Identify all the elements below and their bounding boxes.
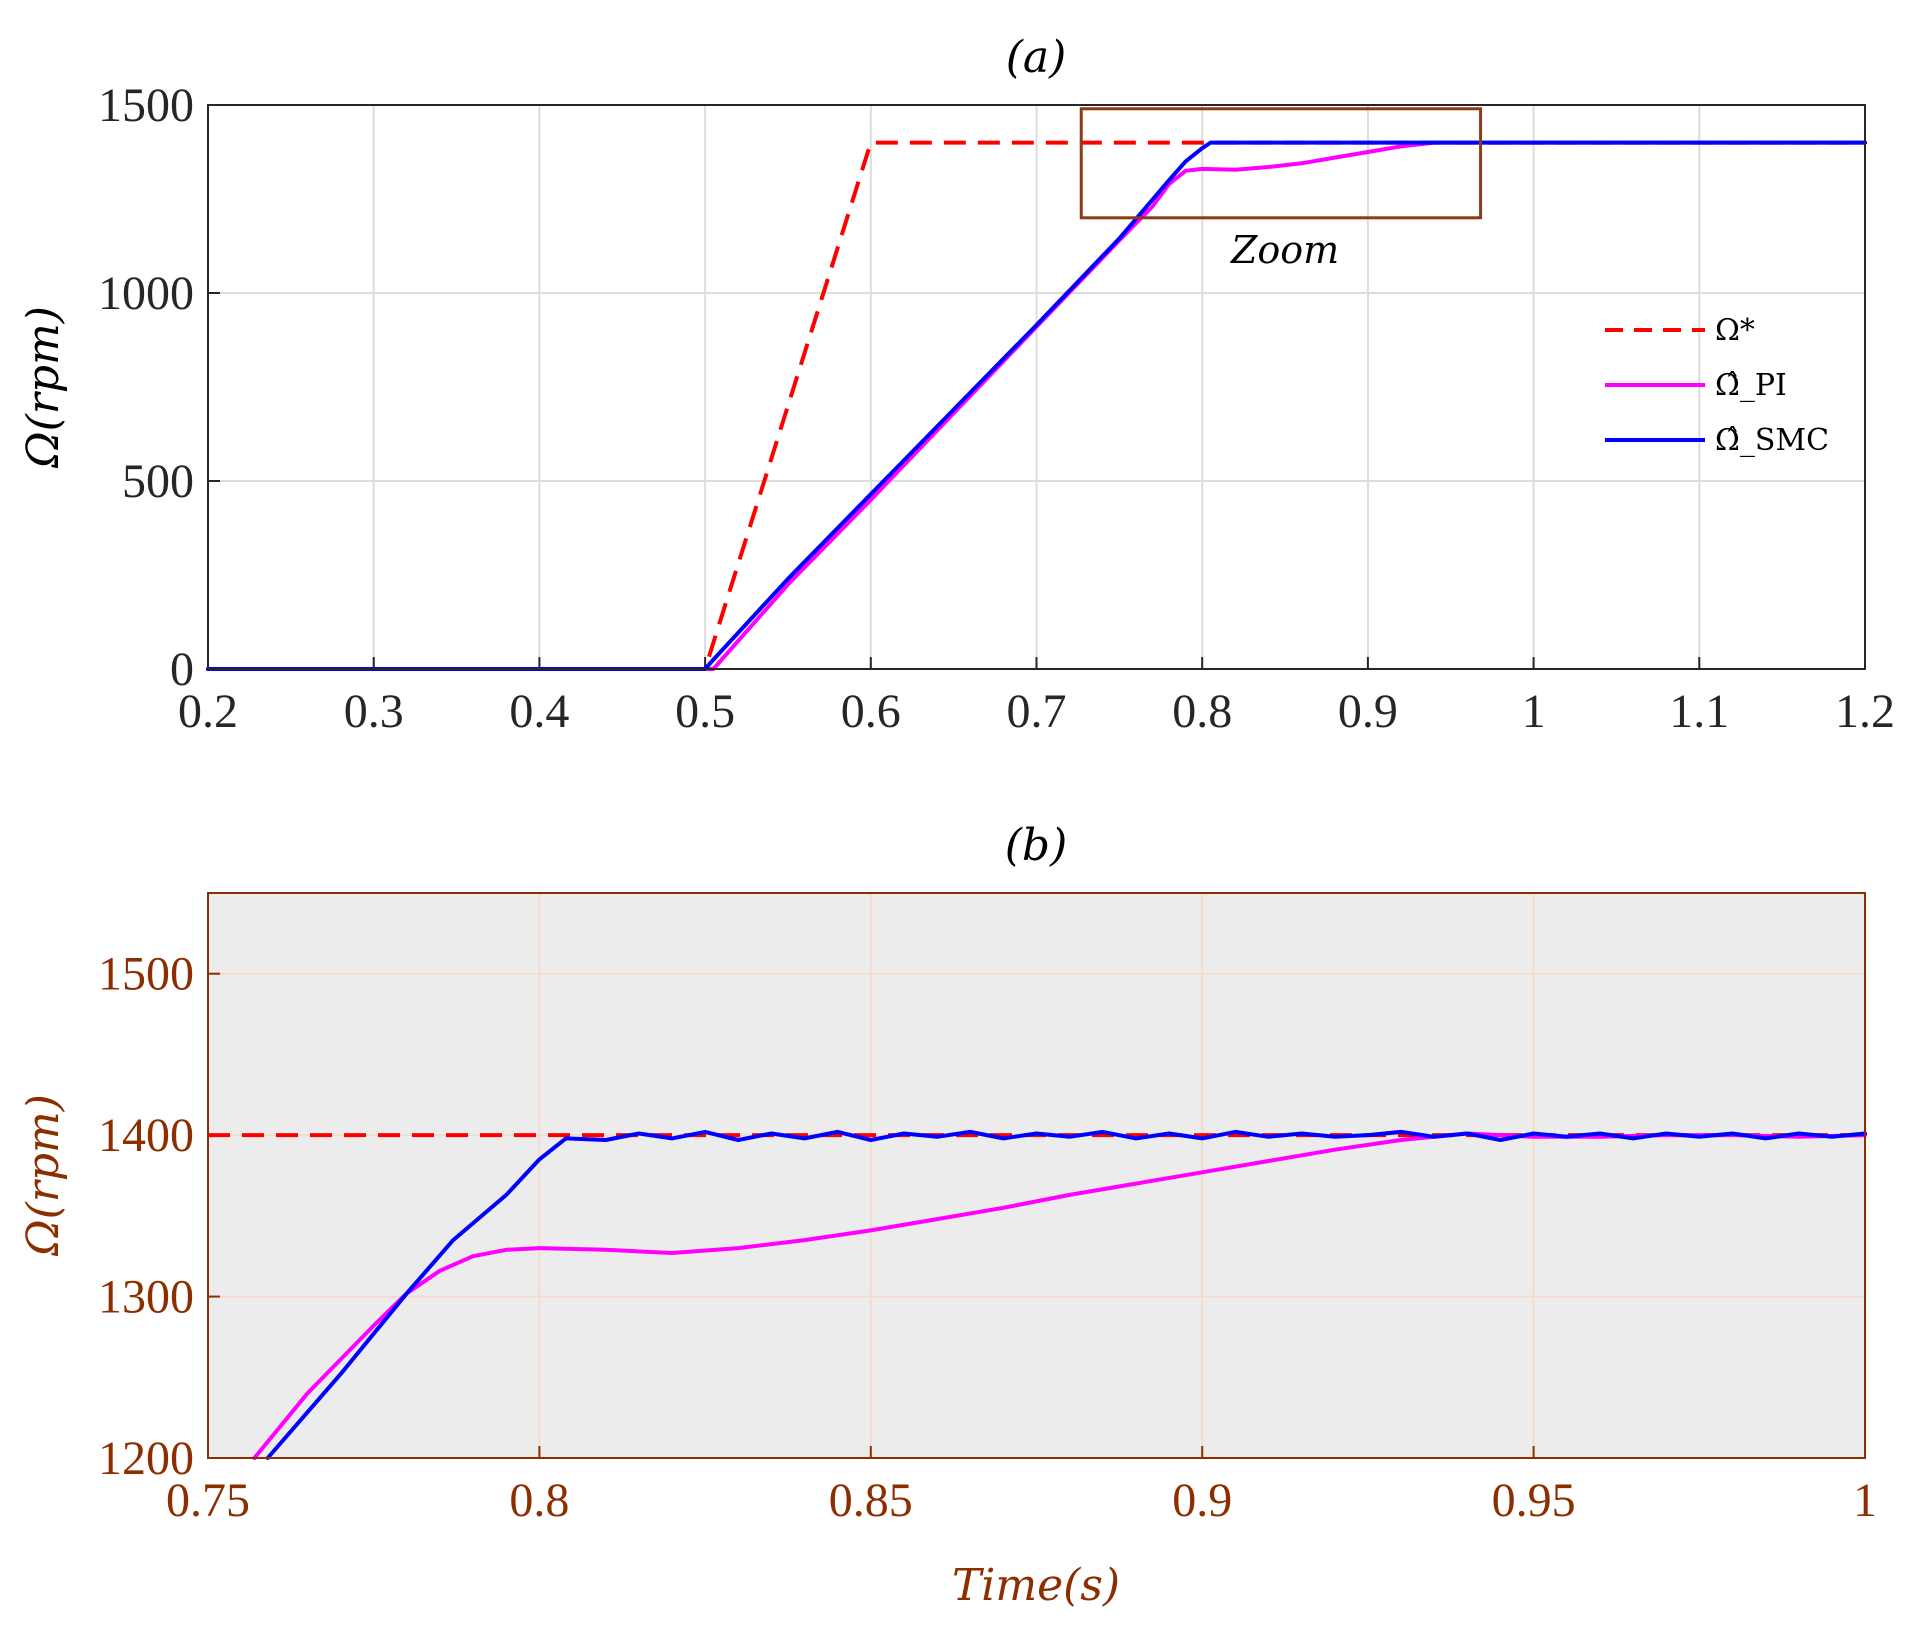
chart-b-x-tick-label: 0.9 xyxy=(1172,1474,1232,1527)
chart-b-y-tick-label: 1500 xyxy=(98,948,194,1001)
chart-b: 0.75 0.8 0.85 0.9 0.95 1 1200 1300 1400 1500 (b)… xyxy=(18,820,1877,1611)
chart-a-legend: Ω* Ω̂_PI Ω̂_SMC xyxy=(1605,313,1829,458)
chart-a-x-tick-label: 1.2 xyxy=(1835,685,1895,738)
chart-a-x-tick-label: 0.4 xyxy=(509,685,569,738)
chart-b-y-tick-label: 1400 xyxy=(98,1109,194,1162)
chart-b-plot-area xyxy=(208,893,1865,1458)
chart-a-y-axis-label: Ω(rpm) xyxy=(18,306,69,469)
chart-a-x-tick-label: 1.1 xyxy=(1669,685,1729,738)
chart-a-y-tick-labels: 0 500 1000 1500 xyxy=(98,79,194,696)
chart-a-series-smc xyxy=(206,140,1867,671)
chart-b-x-tick-labels: 0.75 0.8 0.85 0.9 0.95 1 xyxy=(166,1474,1877,1527)
chart-a-title: (a) xyxy=(1006,32,1067,83)
chart-a-x-tick-label: 0.6 xyxy=(841,685,901,738)
chart-a-x-tick-label: 0.8 xyxy=(1172,685,1232,738)
chart-a-x-tick-label: 0.7 xyxy=(1007,685,1067,738)
legend-label-reference: Ω* xyxy=(1715,313,1755,348)
chart-b-y-axis-label: Ω(rpm) xyxy=(18,1094,69,1257)
chart-a-x-tick-label: 0.5 xyxy=(675,685,735,738)
chart-b-y-tick-label: 1200 xyxy=(98,1432,194,1485)
chart-a-y-tick-label: 0 xyxy=(170,643,194,696)
zoom-annotation: Zoom xyxy=(1230,228,1339,272)
chart-b-axes-frame xyxy=(207,892,1866,1459)
chart-a-x-tick-label: 0.3 xyxy=(344,685,404,738)
chart-a-series-pi xyxy=(206,140,1867,671)
chart-a-y-tick-label: 500 xyxy=(122,455,194,508)
chart-a-x-tick-labels: 0.2 0.3 0.4 0.5 0.6 0.7 0.8 0.9 1 1.1 1.2 xyxy=(178,685,1895,738)
chart-a-x-tick-label: 0.2 xyxy=(178,685,238,738)
legend-label-smc: Ω̂_SMC xyxy=(1715,423,1829,458)
chart-b-x-axis-label: Time(s) xyxy=(952,1560,1120,1611)
chart-b-y-tick-label: 1300 xyxy=(98,1271,194,1324)
chart-b-x-tick-label: 1 xyxy=(1853,1474,1877,1527)
chart-a-y-tick-label: 1500 xyxy=(98,79,194,132)
chart-a: 0.2 0.3 0.4 0.5 0.6 0.7 0.8 0.9 1 1.1 1.2 0 500 1000… xyxy=(18,32,1895,738)
chart-a-x-tick-label: 1 xyxy=(1522,685,1546,738)
chart-b-series xyxy=(208,1129,1867,1460)
zoom-box xyxy=(1079,107,1483,220)
chart-b-title: (b) xyxy=(1005,820,1068,871)
chart-b-x-tick-label: 0.75 xyxy=(166,1474,250,1527)
chart-b-y-tick-labels: 1200 1300 1400 1500 xyxy=(98,948,194,1485)
chart-b-x-tick-label: 0.95 xyxy=(1492,1474,1576,1527)
chart-a-axes-frame xyxy=(207,104,1866,670)
chart-b-x-tick-label: 0.8 xyxy=(509,1474,569,1527)
chart-a-y-tick-label: 1000 xyxy=(98,267,194,320)
chart-b-series-smc xyxy=(265,1129,1867,1460)
chart-a-x-tick-label: 0.9 xyxy=(1338,685,1398,738)
chart-b-x-tick-label: 0.85 xyxy=(829,1474,913,1527)
legend-label-pi: Ω̂_PI xyxy=(1715,368,1787,403)
